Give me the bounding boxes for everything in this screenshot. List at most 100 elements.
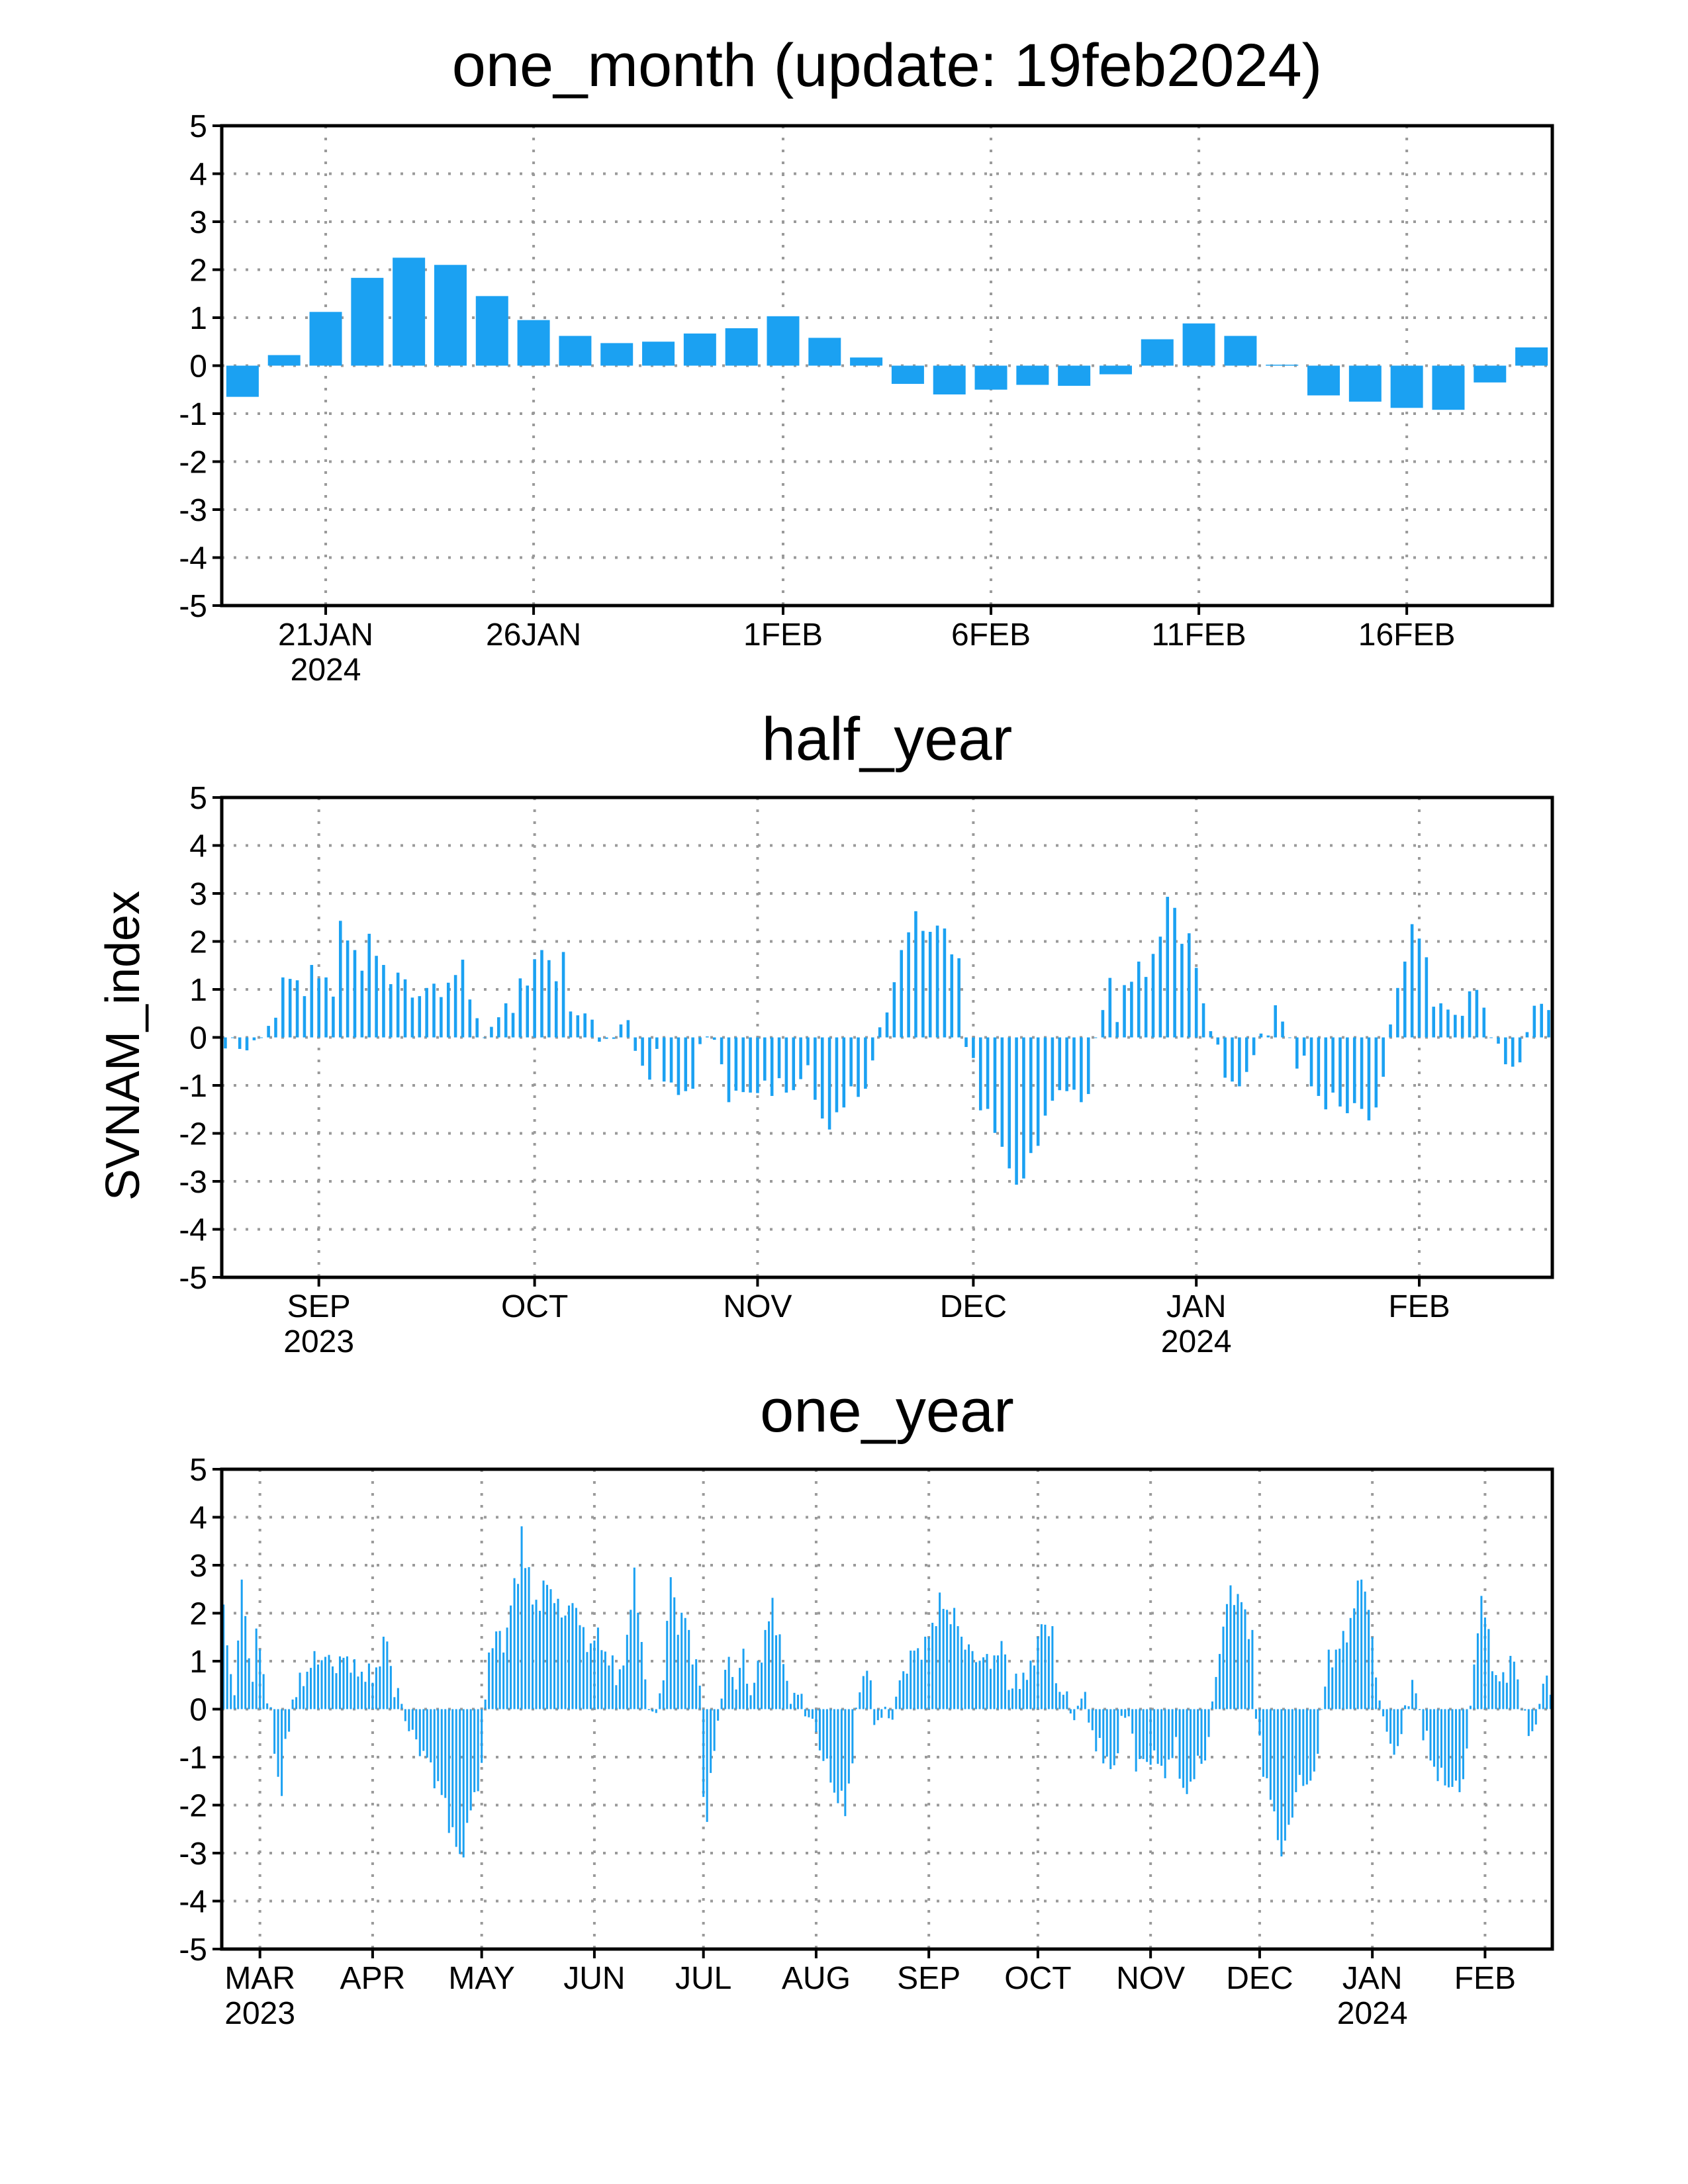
- bar: [350, 1672, 352, 1709]
- bar: [346, 1656, 348, 1709]
- bar: [713, 1709, 716, 1751]
- bar: [1385, 1709, 1388, 1732]
- bar: [497, 1017, 500, 1038]
- bar: [1076, 1706, 1079, 1709]
- bar: [1378, 1700, 1381, 1709]
- bar: [1534, 1709, 1537, 1725]
- bar: [626, 1635, 628, 1709]
- bar: [972, 1037, 975, 1058]
- bar: [1108, 978, 1112, 1038]
- bar: [822, 1709, 825, 1761]
- bar: [1088, 1709, 1090, 1723]
- bar: [1498, 1681, 1501, 1709]
- bar: [996, 1655, 1000, 1709]
- bar: [288, 979, 292, 1038]
- bar: [310, 965, 314, 1038]
- bar: [604, 1037, 608, 1039]
- bar: [432, 983, 436, 1038]
- bar: [1469, 1706, 1472, 1709]
- bar: [604, 1651, 606, 1709]
- bar: [1360, 1037, 1364, 1109]
- y-tick-label: 0: [189, 1693, 207, 1728]
- bar: [1102, 1709, 1105, 1764]
- bar: [1284, 1709, 1286, 1841]
- bar: [1008, 1037, 1011, 1169]
- bar: [1259, 1033, 1263, 1038]
- bar: [335, 1673, 338, 1709]
- bar: [626, 1020, 630, 1038]
- y-tick-label: -2: [179, 1117, 207, 1152]
- bar: [542, 1580, 545, 1709]
- bar: [691, 1664, 694, 1709]
- bar: [364, 1682, 367, 1709]
- bar: [770, 1037, 774, 1096]
- bar: [1390, 365, 1423, 408]
- bar: [833, 1709, 835, 1793]
- y-tick-label: -5: [179, 589, 207, 624]
- bar: [859, 1692, 861, 1709]
- bar: [306, 1671, 308, 1709]
- bar: [571, 1603, 574, 1709]
- bar: [677, 1635, 679, 1709]
- bar: [921, 931, 925, 1038]
- x-tick-label: MAY: [448, 1961, 514, 1996]
- bar: [927, 1637, 930, 1709]
- bar: [477, 1709, 479, 1792]
- bar: [1393, 1709, 1395, 1755]
- bar: [1368, 1610, 1370, 1709]
- bar: [430, 1709, 432, 1762]
- bar: [1542, 1684, 1544, 1709]
- bar: [491, 1648, 494, 1709]
- bar: [786, 1680, 788, 1709]
- bar: [1513, 1661, 1515, 1709]
- bar: [1547, 1010, 1550, 1038]
- x-tick-label: 21JAN: [278, 617, 373, 653]
- bar: [274, 1017, 277, 1038]
- bar: [741, 1037, 745, 1093]
- bar: [554, 981, 558, 1038]
- x-tick-label: DEC: [940, 1289, 1007, 1324]
- bar: [968, 1644, 970, 1709]
- bar: [688, 1629, 690, 1709]
- bar: [633, 1567, 635, 1709]
- bar: [291, 1700, 294, 1709]
- y-tick-label: -3: [179, 493, 207, 528]
- bar: [1509, 1656, 1512, 1709]
- bar: [1462, 1709, 1464, 1780]
- bar: [648, 1037, 651, 1080]
- bar: [353, 950, 357, 1038]
- bar: [1244, 1609, 1246, 1709]
- bar: [1527, 1709, 1530, 1737]
- bar: [1466, 1709, 1468, 1749]
- bar: [1137, 961, 1141, 1038]
- bar: [1382, 1037, 1385, 1077]
- bar: [698, 1685, 701, 1709]
- bar: [1497, 1037, 1500, 1044]
- x-tick-label: 16FEB: [1358, 617, 1456, 653]
- bar: [1115, 1022, 1119, 1038]
- bar: [630, 1610, 632, 1709]
- x-tick-label: JAN: [1166, 1289, 1227, 1324]
- bar: [313, 1651, 316, 1709]
- bar: [596, 1627, 599, 1709]
- bar: [1266, 1709, 1268, 1778]
- bar: [1149, 1709, 1152, 1765]
- bar: [811, 1709, 814, 1719]
- bar: [1517, 1679, 1519, 1709]
- bar: [252, 1682, 254, 1709]
- bar: [324, 1657, 327, 1709]
- bar: [1446, 1009, 1450, 1038]
- bar: [808, 338, 841, 366]
- bar: [1178, 1709, 1181, 1779]
- bar: [567, 1605, 570, 1709]
- bar: [1324, 1686, 1327, 1709]
- bar: [837, 1709, 839, 1803]
- bar: [742, 1649, 745, 1709]
- bar: [408, 1709, 410, 1731]
- bar: [1324, 1037, 1328, 1110]
- bar: [267, 355, 301, 366]
- bar: [281, 977, 285, 1038]
- bar: [1415, 1693, 1417, 1709]
- bar: [1444, 1709, 1446, 1786]
- bar: [1520, 1709, 1523, 1710]
